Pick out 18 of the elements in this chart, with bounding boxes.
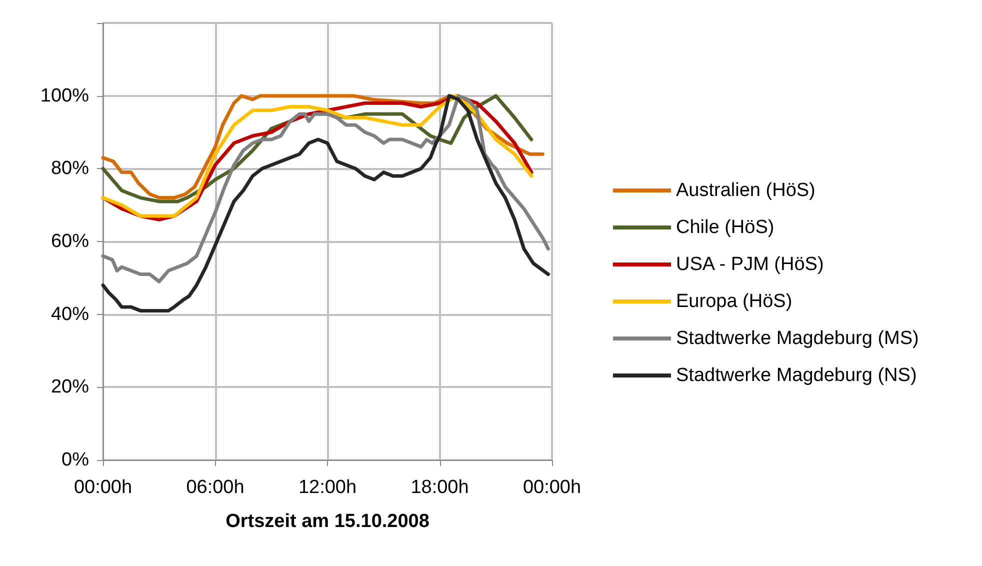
y-tick-label: 80% [50, 158, 90, 180]
x-tick-label: 12:00h [298, 477, 357, 498]
y-tick-label: 60% [50, 231, 90, 252]
legend-label: Europa (HöS) [676, 291, 792, 312]
x-tick-label: 18:00h [410, 477, 469, 498]
x-tick-label: 00:00h [74, 477, 132, 498]
legend-label: Stadtwerke Magdeburg (NS) [676, 365, 917, 386]
y-tick-label: 0% [62, 450, 90, 470]
y-tick-label: 20% [50, 376, 90, 398]
x-axis-title: Ortszeit am 15.10.2008 [226, 511, 430, 532]
legend-label: Stadtwerke Magdeburg (MS) [676, 328, 919, 349]
y-tick-label: 40% [50, 304, 90, 325]
x-tick-label: 00:00h [522, 477, 582, 498]
y-tick-label: 100% [40, 85, 90, 106]
legend-label: USA - PJM (HöS) [676, 254, 824, 275]
legend-label: Australien (HöS) [676, 180, 816, 201]
legend-label: Chile (HöS) [676, 217, 774, 238]
x-tick-label: 06:00h [186, 477, 244, 498]
